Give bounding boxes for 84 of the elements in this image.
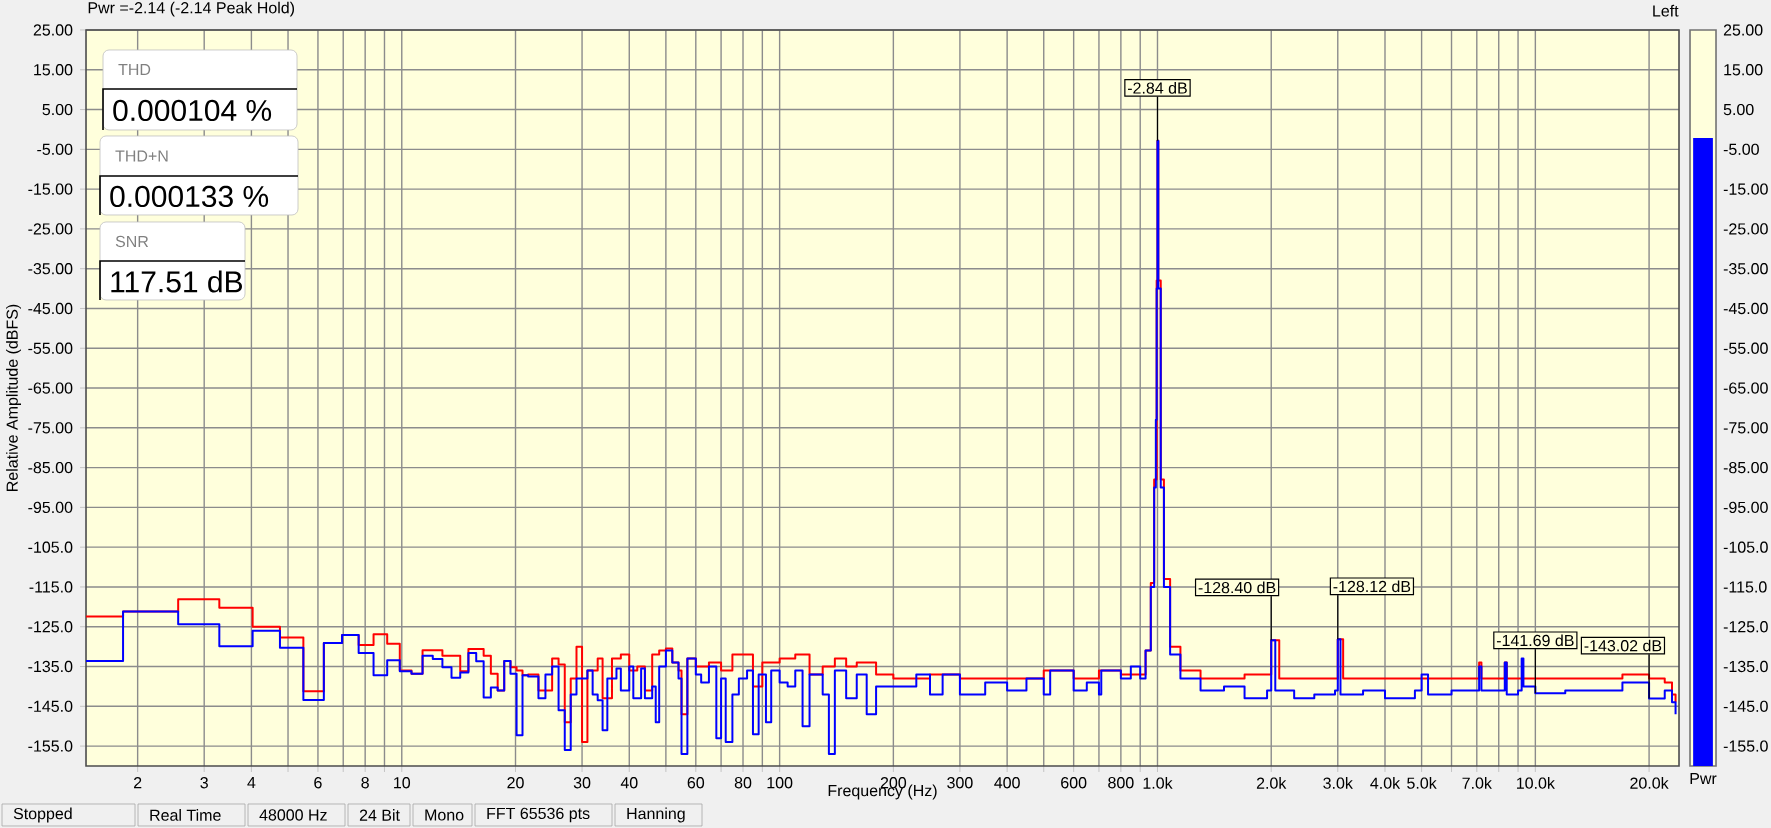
y-tick-label: 5.00 [1723,103,1754,116]
y-tick-label: -5.00 [37,143,73,155]
y-tick-label: -125.0 [1723,621,1768,633]
annotation: SNR [115,235,149,248]
y-tick-label: -25.00 [28,223,73,235]
x-tick-label: 300 [947,777,973,789]
y-tick-label: -5.00 [1723,143,1759,155]
x-tick-label: 7.0k [1462,777,1492,789]
x-tick-label: 4 [247,777,256,789]
x-tick-label: 60 [687,777,705,789]
chart-title: Left [1653,4,1679,17]
y-tick-label: -115.0 [29,581,73,593]
x-tick-label: 20 [507,777,524,789]
annotation: THD [118,63,151,75]
text: FFT 65536 pts [487,807,590,823]
y-tick-label: -45.00 [1723,302,1768,315]
y-tick-label: -85.00 [28,461,73,474]
y-tick-label: -95.00 [1723,501,1768,514]
y-tick-label: -65.00 [1723,382,1768,394]
y-tick-label: -35.00 [28,263,73,275]
y-tick-label: -155.0 [1723,740,1768,752]
y-tick-label: -75.00 [1723,422,1768,434]
x-tick-label: 400 [994,777,1020,789]
annotation: -141.69 dB [1496,634,1574,647]
x-tick-label: 10.0k [1517,777,1555,789]
y-tick-label: 5.00 [42,103,73,116]
y-tick-label: -105.0 [28,541,73,553]
text: Hanning [627,807,685,823]
x-tick-label: 2 [134,777,142,789]
y-tick-label: 15.00 [1724,64,1763,76]
chart-title: Pwr =-2.14 (-2.14 Peak Hold) [88,1,295,17]
y-tick-label: -85.00 [1723,461,1768,474]
y-tick-label: 25.00 [1723,24,1763,36]
y-tick-label: -75.00 [28,422,73,434]
y-tick-label: -25.00 [1723,223,1768,235]
y-tick-label: -145.0 [1723,700,1768,712]
annotation: 117.51 dB [111,270,242,293]
x-tick-label: 2.0k [1256,777,1287,789]
y-tick-label: -135.0 [1723,660,1768,673]
annotation: -143.02 dB [1584,639,1662,652]
annotation: -128.40 dB [1198,581,1276,594]
y-tick-label: -115.0 [1723,581,1767,593]
y-tick-label: -55.00 [28,342,73,354]
x-tick-label: 20.0k [1630,777,1669,789]
annotation: 0.000104 % [113,99,272,122]
y-tick-label: -135.0 [28,660,73,673]
text: Mono [425,809,464,821]
x-tick-label: 40 [620,777,638,789]
x-tick-label: 1.0k [1143,777,1173,789]
x-tick-label: 30 [573,777,591,789]
x-tick-label: 80 [734,777,752,789]
x-tick-label: 4.0k [1370,777,1401,789]
x-tick-label: 800 [1108,777,1134,789]
y-tick-label: -155.0 [28,740,73,752]
annotation: 0.000133 % [110,185,269,208]
y-tick-label: 15.00 [34,64,73,76]
y-tick-label: -145.0 [28,700,73,712]
y-axis-title: Relative Amplitude (dBFS) [6,304,21,491]
y-tick-label: -105.0 [1723,541,1768,553]
annotation: -2.84 dB [1127,81,1187,94]
y-tick-label: -125.0 [28,621,73,633]
x-tick-label: 8 [361,777,369,789]
x-tick-label: Pwr [1690,773,1717,785]
x-tick-label: 5.0k [1407,777,1437,789]
text: Stopped [13,807,72,823]
x-tick-label: 600 [1061,777,1087,789]
x-tick-label: 6 [314,777,322,789]
y-tick-label: -15.00 [1723,183,1768,195]
y-tick-label: 25.00 [33,24,73,36]
text: 48000 Hz [259,809,327,821]
y-tick-label: -95.00 [28,501,73,514]
annotation: THD+N [115,150,168,162]
y-tick-label: -55.00 [1723,342,1768,354]
y-tick-label: -65.00 [28,382,73,394]
y-tick-label: -15.00 [28,183,73,195]
x-tick-label: 3.0k [1323,777,1353,789]
x-tick-label: 10 [394,777,411,789]
text: 24 Bit [359,809,400,821]
annotation: -128.12 dB [1333,580,1411,593]
text: Real Time [150,809,221,821]
x-tick-label: 3 [200,777,208,789]
y-tick-label: -45.00 [28,302,73,315]
x-tick-label: 100 [767,777,793,789]
y-tick-label: -35.00 [1723,263,1768,275]
